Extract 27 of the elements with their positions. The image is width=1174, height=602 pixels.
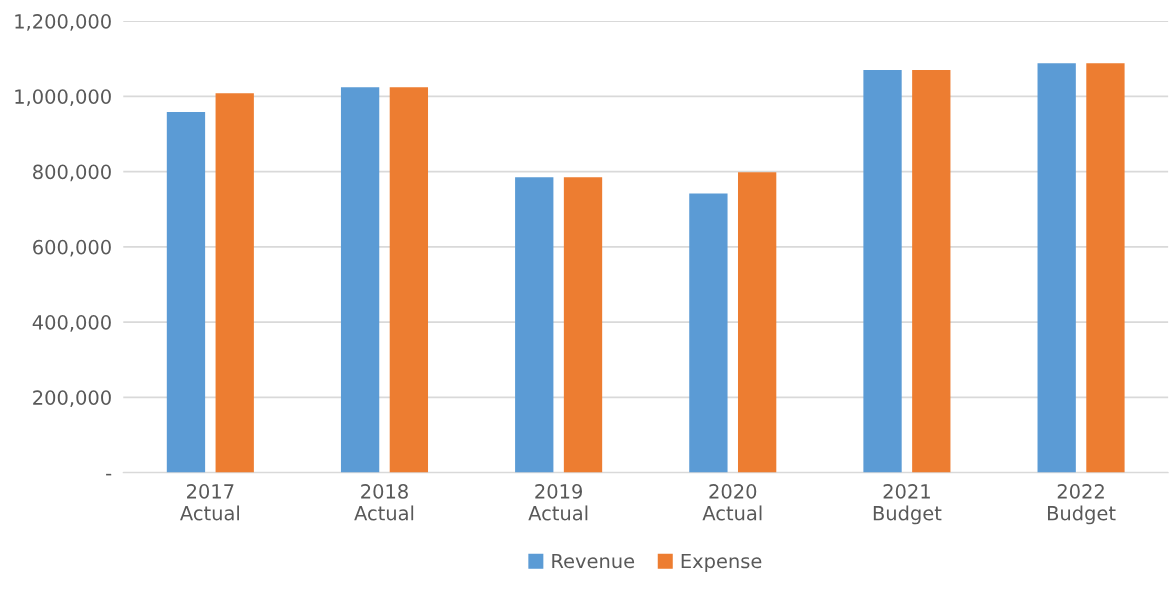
bar	[515, 177, 554, 473]
bar	[340, 87, 380, 473]
bar	[563, 177, 603, 473]
y-tick-label: 400,000	[32, 315, 111, 332]
y-tick-label: 200,000	[33, 390, 111, 407]
bar	[689, 193, 728, 473]
x-tick-label: 2017 Actual	[180, 484, 239, 521]
bar	[863, 69, 902, 473]
x-tick-label: 2019 Actual	[528, 484, 588, 521]
x-tick-label: 2022 Budget	[1048, 484, 1116, 525]
legend-label: Expense	[681, 553, 762, 573]
bar	[166, 112, 206, 473]
bar	[912, 69, 951, 473]
y-tick-label: 1,000,000	[15, 89, 111, 106]
bar	[738, 172, 777, 473]
bar	[1086, 63, 1125, 473]
y-tick-label: 1,200,000	[15, 14, 111, 31]
bar	[389, 87, 429, 473]
y-tick-label: 800,000	[33, 164, 111, 182]
y-tick-label: -	[106, 473, 112, 476]
x-tick-label: 2021 Budget	[873, 484, 942, 525]
legend-label: Revenue	[552, 553, 635, 569]
y-tick-label: 600,000	[33, 239, 111, 257]
bar	[1037, 63, 1076, 473]
x-tick-label: 2018 Actual	[354, 484, 414, 521]
bar	[215, 93, 254, 473]
x-tick-label: 2020 Actual	[702, 484, 762, 521]
